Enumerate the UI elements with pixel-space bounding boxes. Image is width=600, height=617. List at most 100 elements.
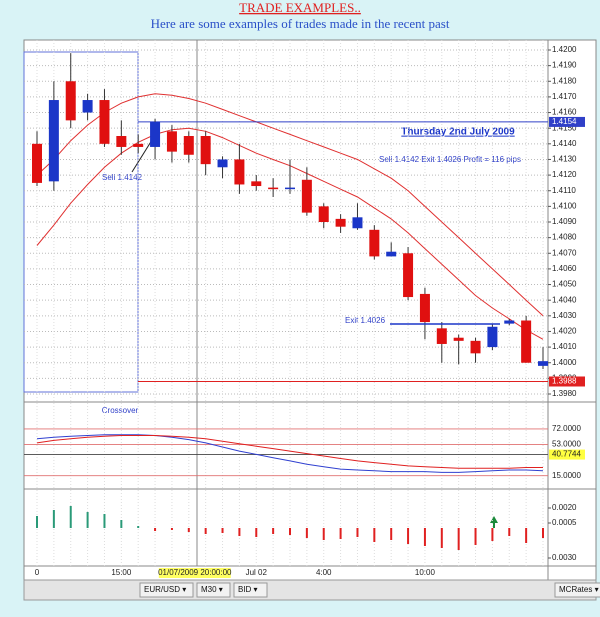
candle-body [48,100,59,182]
oscillator-line [36,435,543,469]
y-tick-label: 0.0005 [552,518,577,527]
candle-body [99,100,110,144]
x-tick-label: 10:00 [415,568,436,577]
candle-body [65,81,76,121]
histogram-bar [390,528,393,540]
candle-body [234,159,245,185]
candle-body [352,217,363,229]
histogram-bar [238,528,241,536]
envelope-line [36,93,544,317]
signal-arrow [490,516,498,528]
y-tick-label: 1.4100 [552,201,577,210]
page-subtitle: Here are some examples of trades made in… [151,16,450,31]
y-tick-label: 1.4000 [552,358,577,367]
candle-body [133,143,144,147]
histogram-bar [356,528,359,537]
histogram-bar [36,516,38,528]
x-tick-label: Jul 02 [246,568,268,577]
annotation-exit: Exit 1.4026 [345,316,386,325]
y-tick-label: 72.0000 [552,424,581,433]
histogram-bar [525,528,528,543]
y-tick-label: 0.0020 [552,503,577,512]
histogram-bar [255,528,258,537]
y-tick-label: 1.4090 [552,217,577,226]
x-tick-label: 0 [35,568,40,577]
price-tag [549,376,585,387]
histogram-bar [86,512,89,528]
y-tick-label: 1.4150 [552,123,577,132]
histogram-bar [373,528,376,542]
candle-body [285,187,295,190]
toolbar-label[interactable]: MCRates ▾ [559,585,599,594]
toolbar-label[interactable]: BID ▾ [238,585,258,594]
x-tick-label: 4:00 [316,568,332,577]
candle-body [386,251,397,257]
price-tag-label: 1.3988 [552,377,577,386]
toolbar-button[interactable] [233,582,268,598]
value-box [549,449,585,460]
toolbar-button[interactable] [554,582,600,598]
histogram-bar [508,528,511,536]
y-tick-label: 1.4120 [552,170,577,179]
y-tick-label: 1.4130 [552,155,577,164]
histogram-bar [457,528,460,550]
histogram-bar [542,528,544,538]
candle-body [521,320,532,363]
price-tag [549,116,585,127]
page-title: TRADE EXAMPLES.. [239,0,361,15]
oscillator-line [36,434,544,473]
histogram-bar [491,528,494,541]
y-tick-label: 1.4030 [552,311,577,320]
x-tick-label: 01/07/2009 20:00:00 [158,568,232,577]
candle-body [318,206,329,222]
histogram-bar [170,528,173,530]
histogram-bar [474,528,477,545]
y-tick-label: 0.0030 [552,553,577,562]
toolbar-label[interactable]: M30 ▾ [201,585,223,594]
candle-body [251,181,262,187]
histogram-bar [272,528,275,534]
candle-body [200,136,211,165]
histogram-bar [289,528,291,535]
chart-frame [23,39,597,581]
y-tick-label: 53.0000 [552,440,581,449]
candle-body [487,326,498,348]
histogram-bar [187,528,190,532]
candle-body [82,100,93,113]
y-tick-label: 1.4050 [552,280,577,289]
toolbar-label[interactable]: EUR/USD ▾ [144,585,186,594]
histogram-bar [339,528,342,539]
annotation-heading: Thursday 2nd July 2009 [401,127,515,138]
toolbar [23,579,597,601]
y-tick-label: 1.4010 [552,342,577,351]
histogram-bar [52,510,55,528]
price-tag-label: 1.4154 [552,117,577,126]
candle-body [403,253,414,298]
y-tick-label: 1.4200 [552,45,577,54]
histogram-bar [103,514,106,528]
candle-body [369,229,380,257]
candle-body [268,187,279,190]
histogram-bar [440,528,443,548]
time-highlight [158,568,231,578]
toolbar-button[interactable] [196,582,231,598]
y-tick-label: 1.4190 [552,61,577,70]
toolbar-button[interactable] [139,582,194,598]
histogram-bar [137,526,140,528]
histogram-bar [204,528,207,534]
candle-body [183,136,194,155]
y-tick-label: 1.4020 [552,327,577,336]
y-tick-label: 1.4110 [552,186,576,195]
x-tick-label: 15:00 [111,568,132,577]
candle-body [453,337,464,341]
candle-body [419,293,430,323]
y-tick-label: 15.0000 [552,471,581,480]
candle-body [150,121,161,147]
histogram-bar [221,528,224,533]
histogram-bar [423,528,426,546]
candle-body [301,179,312,213]
histogram-bar [69,506,72,528]
y-tick-label: 1.4160 [552,108,577,117]
candle-body [504,320,515,324]
